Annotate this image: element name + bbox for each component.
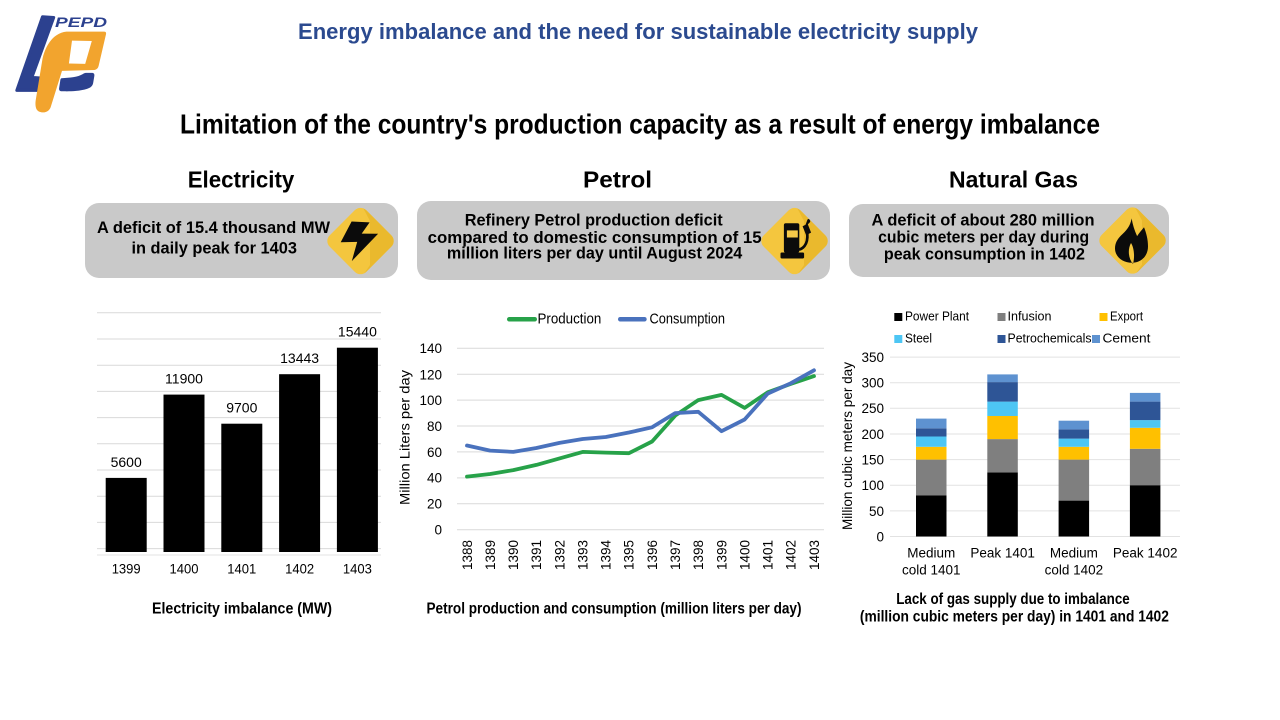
svg-text:120: 120 bbox=[419, 367, 442, 382]
svg-text:350: 350 bbox=[861, 350, 884, 365]
svg-text:Energy imbalance and the need: Energy imbalance and the need for sustai… bbox=[298, 19, 979, 44]
svg-text:Steel: Steel bbox=[905, 331, 932, 346]
svg-text:1401: 1401 bbox=[227, 560, 256, 576]
svg-text:Petrochemicals: Petrochemicals bbox=[1008, 331, 1092, 346]
svg-text:A deficit of 15.4 thousand MW: A deficit of 15.4 thousand MW bbox=[97, 218, 331, 237]
svg-text:Medium: Medium bbox=[1050, 546, 1098, 561]
svg-text:9700: 9700 bbox=[226, 400, 257, 416]
svg-text:100: 100 bbox=[419, 393, 442, 408]
svg-text:200: 200 bbox=[861, 427, 884, 442]
svg-text:Lack of gas supply due to imba: Lack of gas supply due to imbalance bbox=[896, 591, 1130, 608]
svg-text:13443: 13443 bbox=[280, 350, 319, 366]
svg-text:0: 0 bbox=[876, 529, 884, 544]
svg-text:1399: 1399 bbox=[112, 560, 141, 576]
svg-text:cubic meters per day during: cubic meters per day during bbox=[878, 228, 1089, 247]
svg-text:Peak 1402: Peak 1402 bbox=[1113, 546, 1178, 561]
svg-text:1401: 1401 bbox=[761, 540, 776, 570]
svg-text:40: 40 bbox=[427, 470, 442, 485]
svg-text:Petrol production and consumpt: Petrol production and consumption (milli… bbox=[427, 601, 802, 618]
svg-text:in daily peak for 1403: in daily peak for 1403 bbox=[131, 238, 297, 257]
svg-text:1395: 1395 bbox=[622, 540, 637, 570]
svg-text:1391: 1391 bbox=[529, 540, 544, 570]
svg-text:1403: 1403 bbox=[807, 540, 822, 570]
svg-text:compared to domestic consumpti: compared to domestic consumption of 15 bbox=[428, 228, 762, 247]
svg-text:Electricity: Electricity bbox=[188, 167, 295, 193]
svg-text:million liters per day until A: million liters per day until August 2024 bbox=[447, 244, 743, 263]
svg-text:150: 150 bbox=[861, 453, 884, 468]
svg-text:1398: 1398 bbox=[691, 540, 706, 570]
svg-text:Petrol: Petrol bbox=[583, 167, 652, 193]
svg-text:1403: 1403 bbox=[343, 560, 372, 576]
svg-text:Production: Production bbox=[538, 311, 602, 328]
svg-text:1397: 1397 bbox=[668, 540, 683, 570]
svg-text:Cement: Cement bbox=[1103, 331, 1151, 346]
svg-text:peak consumption in 1402: peak consumption in 1402 bbox=[884, 245, 1085, 264]
svg-text:A deficit of about 280 million: A deficit of about 280 million bbox=[872, 211, 1095, 230]
svg-text:(million cubic meters per day): (million cubic meters per day) in 1401 a… bbox=[860, 609, 1169, 626]
svg-text:1394: 1394 bbox=[599, 539, 614, 570]
svg-text:Limitation of the country's pr: Limitation of the country's production c… bbox=[180, 108, 1100, 139]
svg-text:5600: 5600 bbox=[111, 454, 142, 470]
svg-text:Electricity imbalance (MW): Electricity imbalance (MW) bbox=[152, 601, 332, 618]
svg-text:1392: 1392 bbox=[552, 540, 567, 570]
svg-text:1388: 1388 bbox=[460, 540, 475, 570]
svg-text:cold 1401: cold 1401 bbox=[902, 563, 961, 578]
svg-text:15440: 15440 bbox=[338, 324, 377, 340]
svg-text:Power Plant: Power Plant bbox=[905, 309, 969, 324]
svg-text:1399: 1399 bbox=[714, 540, 729, 570]
svg-text:100: 100 bbox=[861, 478, 884, 493]
svg-text:Export: Export bbox=[1110, 309, 1143, 324]
svg-text:11900: 11900 bbox=[165, 371, 203, 387]
svg-text:1393: 1393 bbox=[576, 540, 591, 570]
svg-text:Million cubic meters per day: Million cubic meters per day bbox=[839, 362, 855, 530]
svg-text:0: 0 bbox=[434, 523, 442, 538]
svg-text:50: 50 bbox=[869, 504, 884, 519]
svg-text:1396: 1396 bbox=[645, 540, 660, 570]
svg-text:60: 60 bbox=[427, 445, 442, 460]
svg-text:1402: 1402 bbox=[784, 540, 799, 570]
svg-text:1400: 1400 bbox=[170, 560, 199, 576]
svg-text:1389: 1389 bbox=[483, 540, 498, 570]
svg-text:Natural Gas: Natural Gas bbox=[949, 167, 1078, 193]
svg-text:80: 80 bbox=[427, 419, 442, 434]
svg-text:1402: 1402 bbox=[285, 560, 314, 576]
svg-text:Consumption: Consumption bbox=[650, 311, 726, 328]
svg-text:Infusion: Infusion bbox=[1008, 309, 1052, 324]
svg-text:20: 20 bbox=[427, 497, 442, 512]
svg-text:300: 300 bbox=[861, 376, 884, 391]
svg-text:1390: 1390 bbox=[506, 540, 521, 570]
svg-text:140: 140 bbox=[419, 341, 442, 356]
svg-text:cold 1402: cold 1402 bbox=[1045, 563, 1104, 578]
svg-text:1400: 1400 bbox=[737, 540, 752, 570]
svg-text:Peak 1401: Peak 1401 bbox=[970, 546, 1035, 561]
svg-text:250: 250 bbox=[861, 401, 884, 416]
svg-text:PEPD: PEPD bbox=[55, 14, 107, 30]
svg-text:Medium: Medium bbox=[907, 546, 955, 561]
svg-text:Million Liters per day: Million Liters per day bbox=[397, 370, 413, 505]
svg-text:Refinery Petrol production def: Refinery Petrol production deficit bbox=[465, 210, 723, 229]
